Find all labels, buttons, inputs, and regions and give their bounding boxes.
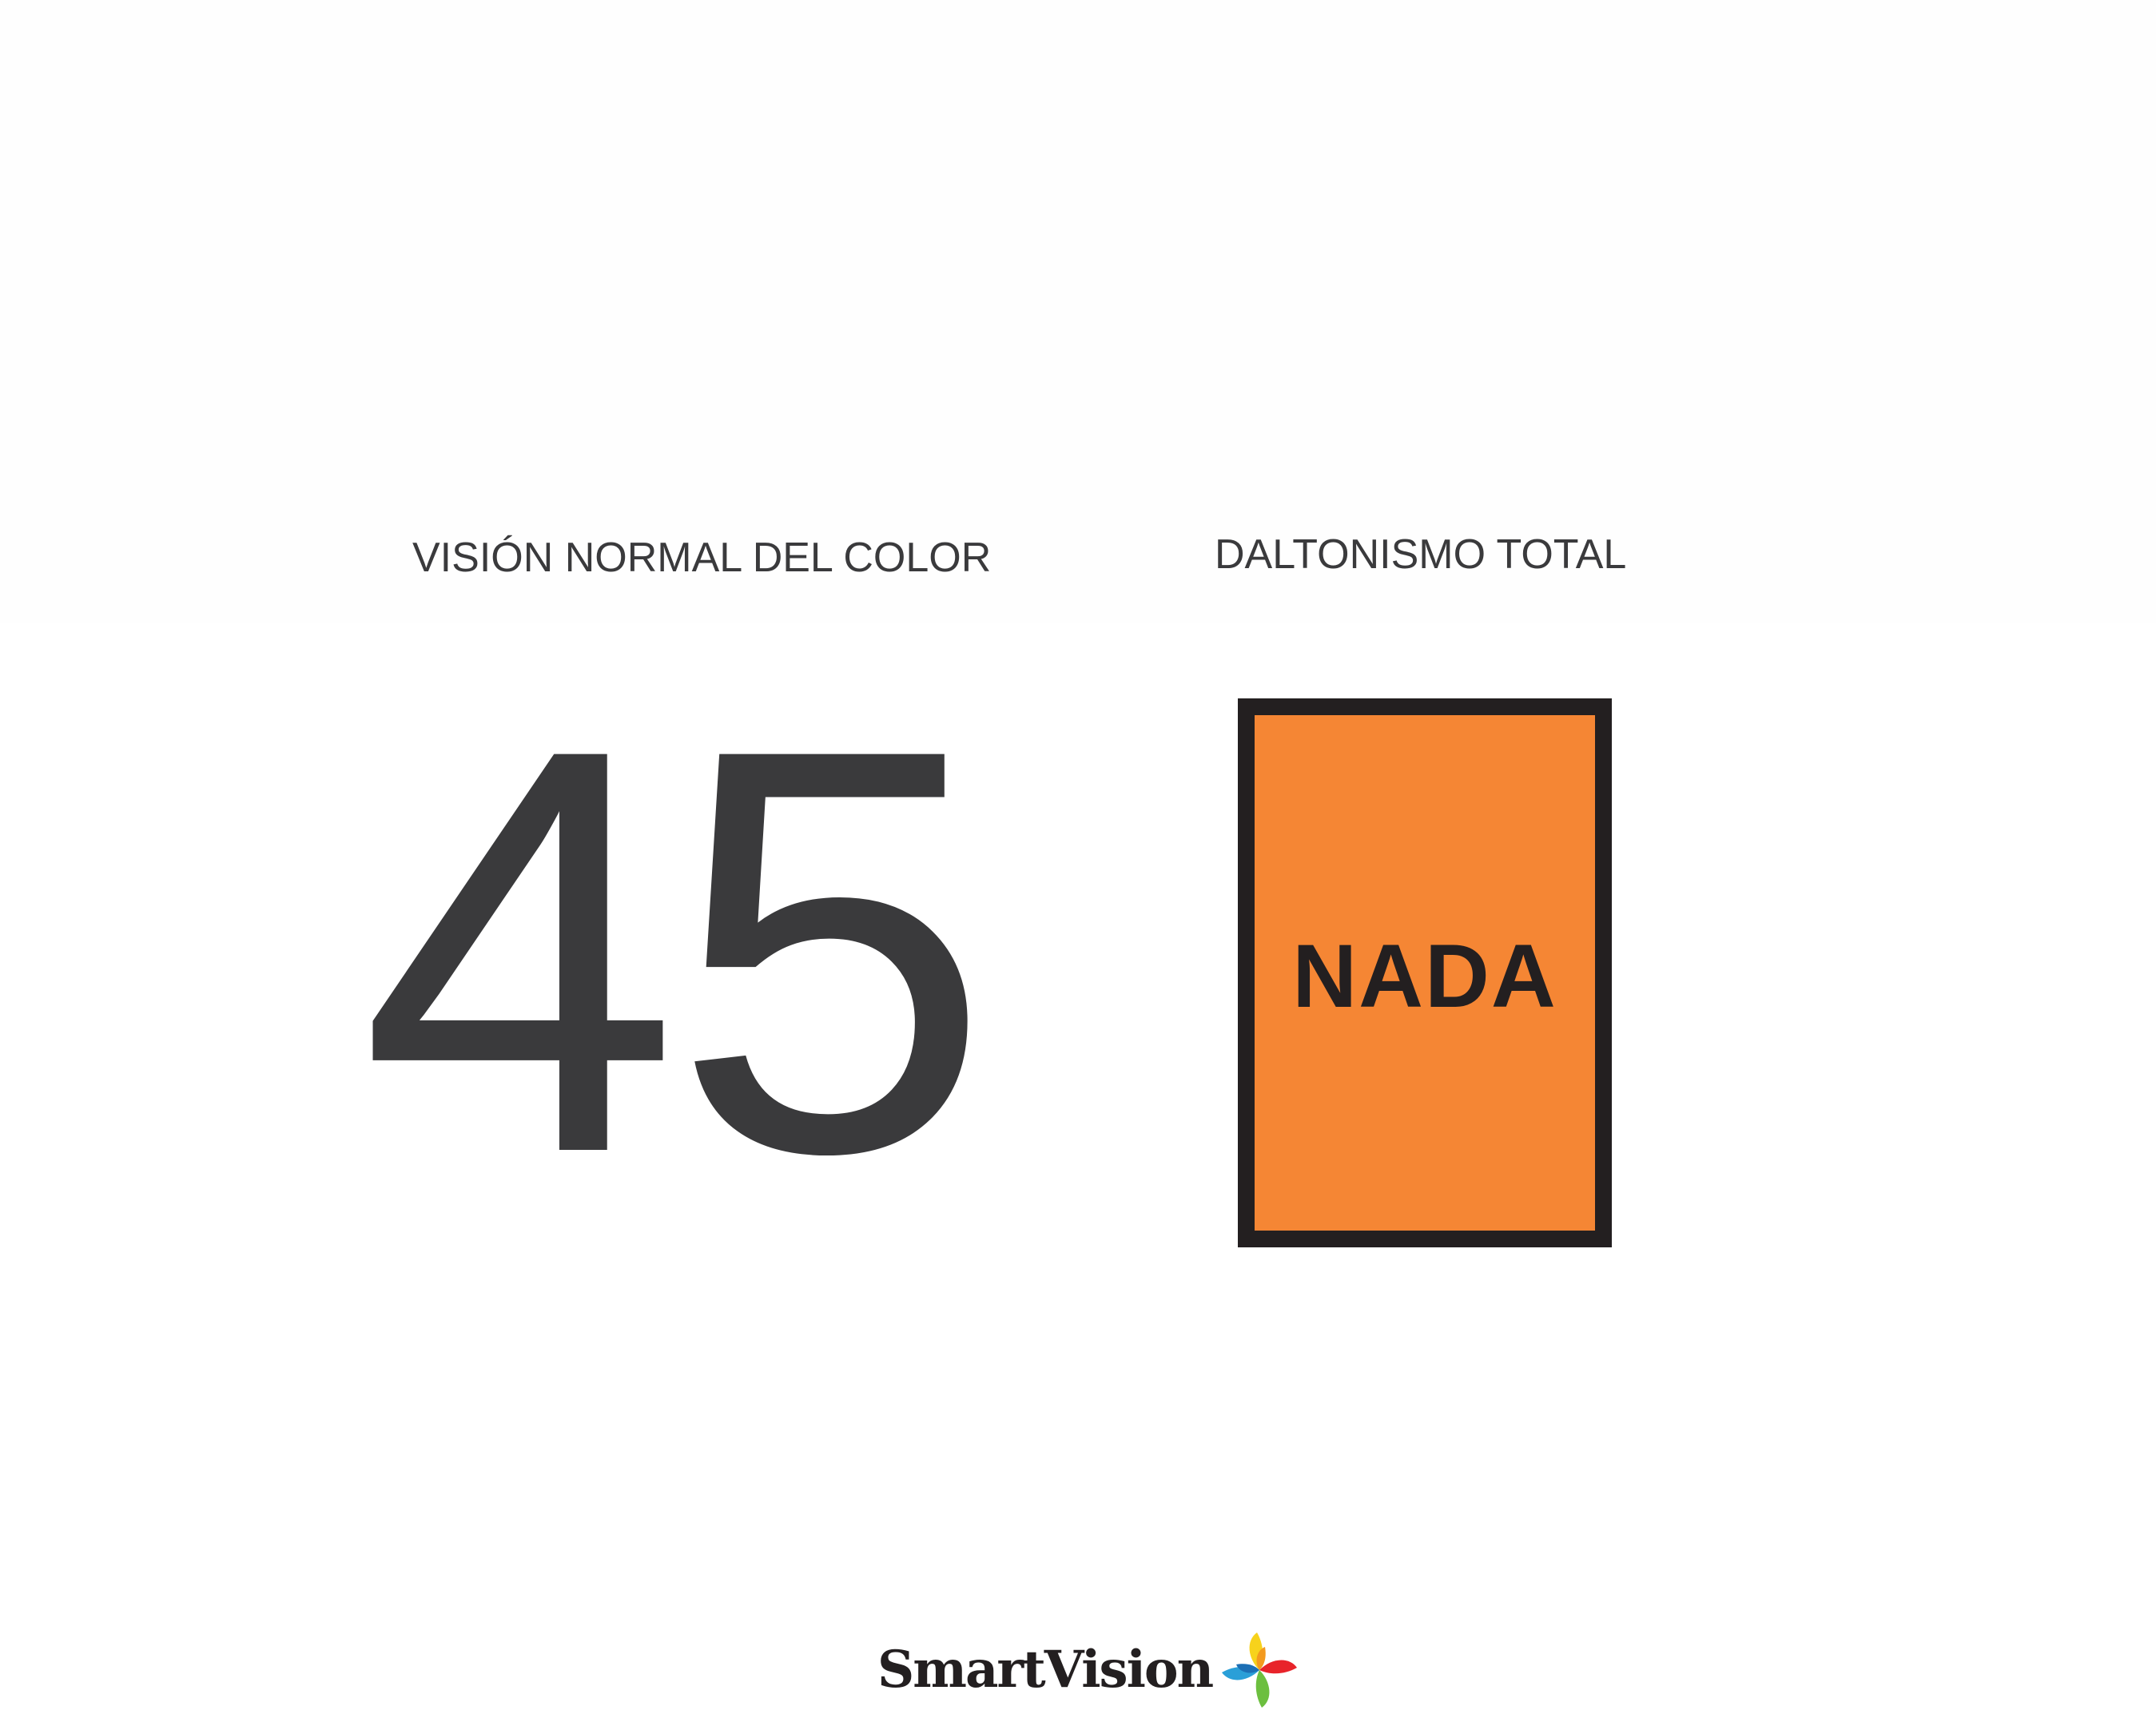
top-band xyxy=(0,0,2156,623)
logo-wordmark: SmartVision xyxy=(877,1640,1214,1700)
pinwheel-logo-icon xyxy=(1222,1633,1298,1708)
plate-number: 45 xyxy=(360,629,992,1272)
brand-logo: SmartVision xyxy=(877,1626,1303,1714)
heading-normal-vision: VISIÓN NORMAL DEL COLOR xyxy=(412,535,992,581)
result-card-label: NADA xyxy=(1292,925,1557,1026)
result-card: NADA xyxy=(1238,698,1612,1247)
heading-total-colorblindness: DALTONISMO TOTAL xyxy=(1215,531,1627,578)
